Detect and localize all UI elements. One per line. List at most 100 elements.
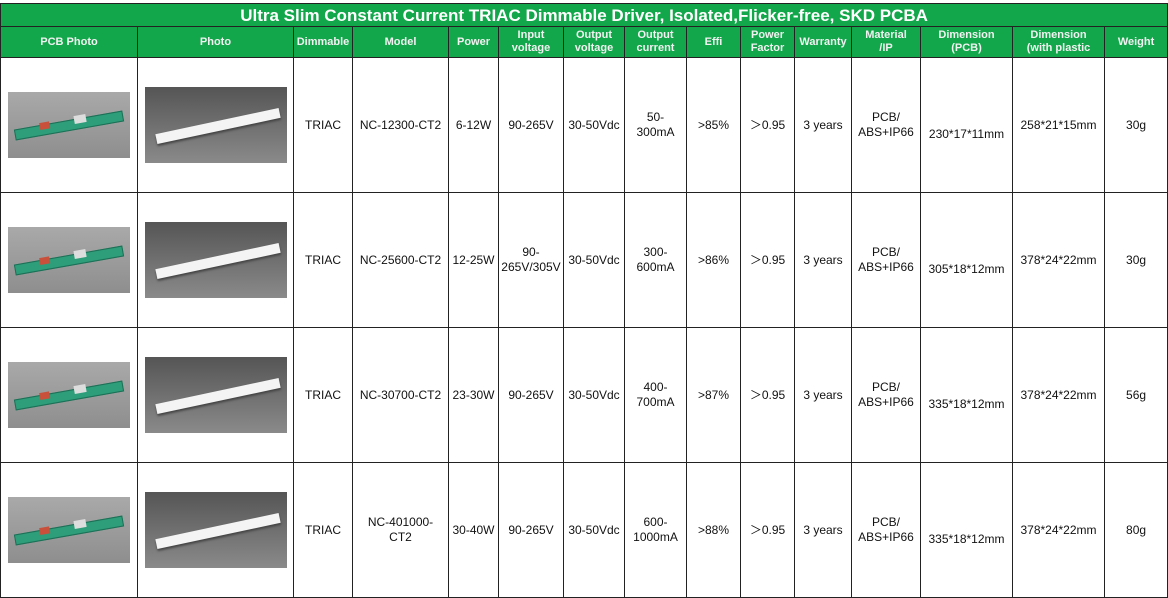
cell-text: 600mA [636,260,675,274]
header-label: Input [517,29,545,41]
cell-power: 6-12W [448,57,499,193]
cell-output-v: 30-50Vdc [563,57,625,193]
cell-pf: ＞0.95 [740,192,795,328]
cell-text: ABS+IP66 [858,395,914,409]
cell-input: 90-265V [498,327,564,463]
cell-dimmable: TRIAC [293,57,353,193]
cell-text: 700mA [636,395,675,409]
column-header: Photo [137,26,294,58]
cell-text: PCB/ [871,380,900,394]
cell-output-c: 600- 1000mA [624,462,687,598]
cell-power: 30-40W [448,462,499,598]
cell-effi: >88% [686,462,741,598]
column-header: Power Factor [740,26,795,58]
header-label: PCB Photo [40,35,98,48]
column-header: PCB Photo [0,26,138,58]
pcb-photo [8,362,130,428]
cell-model: NC-12300-CT2 [352,57,449,193]
cell-weight: 30g [1103,57,1168,193]
cell-text: 50- [646,110,665,124]
header-label: Dimension [1030,29,1087,41]
cell-text: 300mA [636,125,675,139]
column-header: Power [448,26,499,58]
cell-dim-pcb: 335*18*12mm [920,327,1013,463]
pcb-photo [8,497,130,563]
cell-model: NC-401000- CT2 [352,462,449,598]
header-label: Output [637,29,674,41]
cell-text: 90-265V [508,117,554,132]
column-header: Effi [686,26,741,58]
cell-input: 90-265V [498,57,564,193]
cell-dimmable: TRIAC [293,192,353,328]
header-label: Output [575,29,613,41]
header-label: (with plastic [1026,42,1091,54]
header-label: Effi [704,35,723,48]
column-header: Weight [1103,26,1168,58]
header-label: Model [384,35,417,48]
product-table: Ultra Slim Constant Current TRIAC Dimmab… [0,3,1168,598]
cell-weight: 30g [1103,192,1168,328]
pcb-photo [8,92,130,158]
pcb-photo-cell [0,462,138,598]
column-header: Output voltage [563,26,625,58]
cell-text: 300- [643,245,668,259]
cell-text: 265V/305V [501,260,561,274]
header-label: Power [750,29,784,41]
cell-text: 400- [643,380,668,394]
cell-warranty: 3 years [794,462,852,598]
cell-pf: ＞0.95 [740,462,795,598]
header-row: PCB Photo Photo Dimmable Model Power Input vol… [0,26,1168,58]
header-label: Warranty [799,35,847,48]
photo-cell [137,192,294,328]
cell-output-v: 30-50Vdc [563,192,625,328]
cell-pf: ＞0.95 [740,327,795,463]
cell-pf: ＞0.95 [740,57,795,193]
product-photo [144,222,287,298]
cell-warranty: 3 years [794,327,852,463]
column-header: Material/IP [851,26,921,58]
cell-weight: 56g [1103,327,1168,463]
cell-text: PCB/ [871,515,900,529]
cell-dimmable: TRIAC [293,327,353,463]
cell-text: 1000mA [633,530,678,544]
header-label: Dimension [938,29,995,41]
column-header: Input voltage [498,26,564,58]
cell-dim-pcb: 305*18*12mm [920,192,1013,328]
cell-effi: >85% [686,57,741,193]
cell-material: PCB/ABS+IP66 [851,57,921,193]
cell-dim-plastic: 258*21*15mm [1012,57,1105,193]
column-header: Output current [624,26,687,58]
cell-text: 90-265V [508,387,554,402]
pcb-photo-cell [0,57,138,193]
cell-text: CT2 [389,530,412,544]
cell-material: PCB/ABS+IP66 [851,462,921,598]
photo-cell [137,57,294,193]
header-label: Power [456,35,490,48]
cell-text: NC-30700-CT2 [359,387,442,402]
cell-dimmable: TRIAC [293,462,353,598]
cell-effi: >87% [686,327,741,463]
header-label: Factor [750,42,785,54]
header-label: Photo [199,35,232,48]
header-label: (PCB) [951,42,982,54]
cell-text: 90- [522,245,540,259]
cell-warranty: 3 years [794,192,852,328]
table-row: TRIAC NC-401000- CT2 30-40W 90-265V 30-50Vdc 6… [0,462,1168,598]
header-label: Dimmable [296,35,350,48]
table-row: TRIAC NC-12300-CT2 6-12W 90-265V 30-50Vdc 50-… [0,57,1168,193]
cell-output-v: 30-50Vdc [563,462,625,598]
column-header: Dimension (PCB) [920,26,1013,58]
pcb-photo-cell [0,192,138,328]
cell-power: 23-30W [448,327,499,463]
cell-dim-pcb: 335*18*12mm [920,462,1013,598]
cell-effi: >86% [686,192,741,328]
cell-dim-plastic: 378*24*22mm [1012,192,1105,328]
product-photo [144,492,287,568]
cell-warranty: 3 years [794,57,852,193]
header-label: Weight [1117,35,1155,48]
cell-dim-plastic: 378*24*22mm [1012,462,1105,598]
cell-input: 90- 265V/305V [498,192,564,328]
header-label: Material [865,29,907,41]
cell-text: 600- [643,515,668,529]
column-header: Warranty [794,26,852,58]
